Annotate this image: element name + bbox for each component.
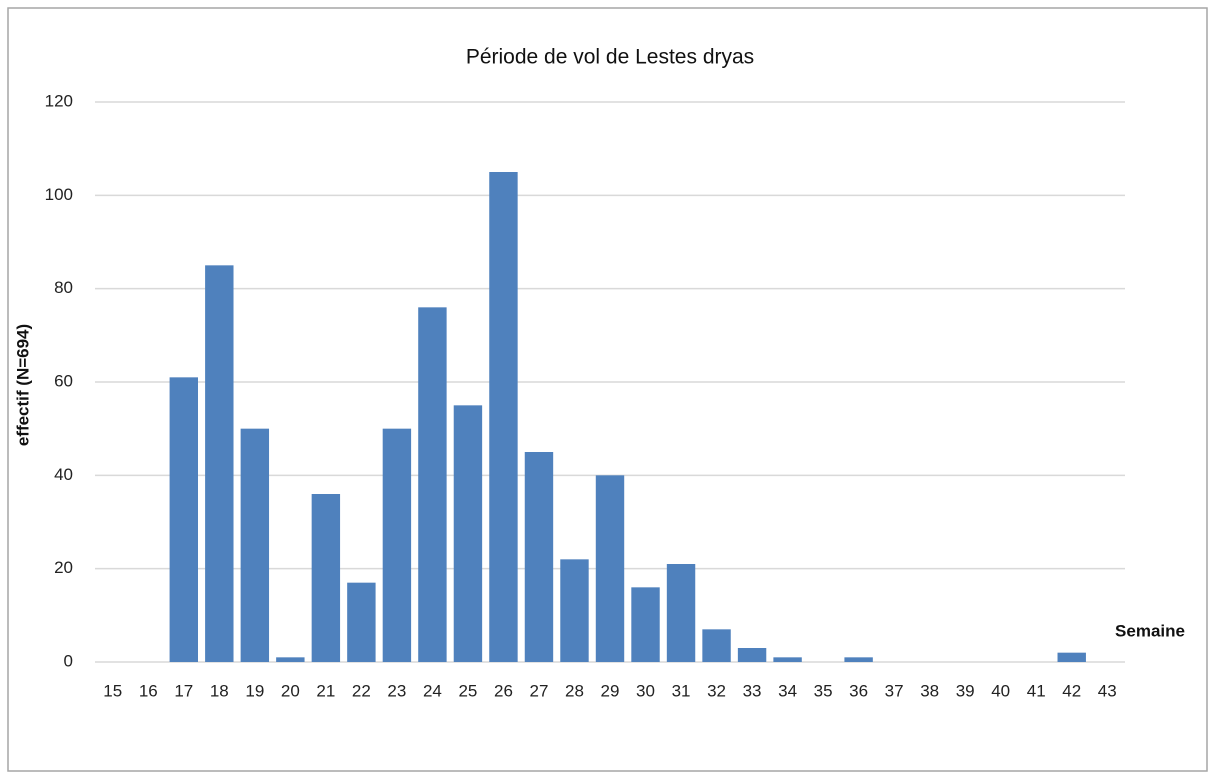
x-tick-label: 36 xyxy=(849,681,868,700)
x-tick-label: 32 xyxy=(707,681,726,700)
x-tick-label: 29 xyxy=(601,681,620,700)
y-tick-label: 100 xyxy=(45,185,73,204)
bar xyxy=(276,657,305,662)
bar xyxy=(773,657,802,662)
x-tick-label: 39 xyxy=(956,681,975,700)
bar xyxy=(169,377,198,662)
x-tick-label: 28 xyxy=(565,681,584,700)
x-tick-label: 27 xyxy=(530,681,549,700)
x-tick-label: 22 xyxy=(352,681,371,700)
x-tick-label: 19 xyxy=(245,681,264,700)
bar xyxy=(418,307,447,662)
bar xyxy=(347,582,376,662)
bar xyxy=(453,405,483,662)
x-tick-label: 31 xyxy=(672,681,691,700)
bar xyxy=(595,475,625,662)
x-tick-label: 21 xyxy=(316,681,335,700)
y-tick-label: 60 xyxy=(54,371,73,390)
y-tick-label: 80 xyxy=(54,278,73,297)
x-tick-label: 42 xyxy=(1062,681,1081,700)
x-tick-label: 41 xyxy=(1027,681,1046,700)
x-tick-label: 20 xyxy=(281,681,300,700)
bar xyxy=(311,494,341,662)
x-tick-label: 15 xyxy=(103,681,122,700)
y-tick-label: 120 xyxy=(45,91,73,110)
x-tick-label: 24 xyxy=(423,681,442,700)
x-axis-label: Semaine xyxy=(1115,621,1185,640)
x-tick-label: 33 xyxy=(743,681,762,700)
x-tick-label: 35 xyxy=(814,681,833,700)
y-axis-label: effectif (N=694) xyxy=(13,324,32,446)
x-tick-label: 34 xyxy=(778,681,797,700)
bar xyxy=(631,587,660,662)
x-tick-label: 26 xyxy=(494,681,513,700)
x-tick-label: 16 xyxy=(139,681,158,700)
y-tick-label: 0 xyxy=(64,651,73,670)
bar xyxy=(382,428,412,662)
bar xyxy=(205,265,234,662)
bar xyxy=(702,629,731,662)
x-tick-label: 43 xyxy=(1098,681,1117,700)
bar xyxy=(844,657,873,662)
chart-title: Période de vol de Lestes dryas xyxy=(466,46,754,69)
bar xyxy=(524,452,554,662)
x-tick-label: 23 xyxy=(387,681,406,700)
x-tick-label: 40 xyxy=(991,681,1010,700)
y-tick-label: 20 xyxy=(54,558,73,577)
x-tick-label: 30 xyxy=(636,681,655,700)
bar xyxy=(1057,652,1086,662)
bar xyxy=(560,559,589,662)
x-tick-label: 25 xyxy=(458,681,477,700)
bar xyxy=(737,648,767,662)
x-tick-label: 37 xyxy=(885,681,904,700)
y-tick-label: 40 xyxy=(54,465,73,484)
x-tick-label: 17 xyxy=(174,681,193,700)
bar xyxy=(489,172,518,662)
x-tick-label: 18 xyxy=(210,681,229,700)
x-tick-label: 38 xyxy=(920,681,939,700)
bar xyxy=(240,428,270,662)
bar xyxy=(666,564,696,662)
